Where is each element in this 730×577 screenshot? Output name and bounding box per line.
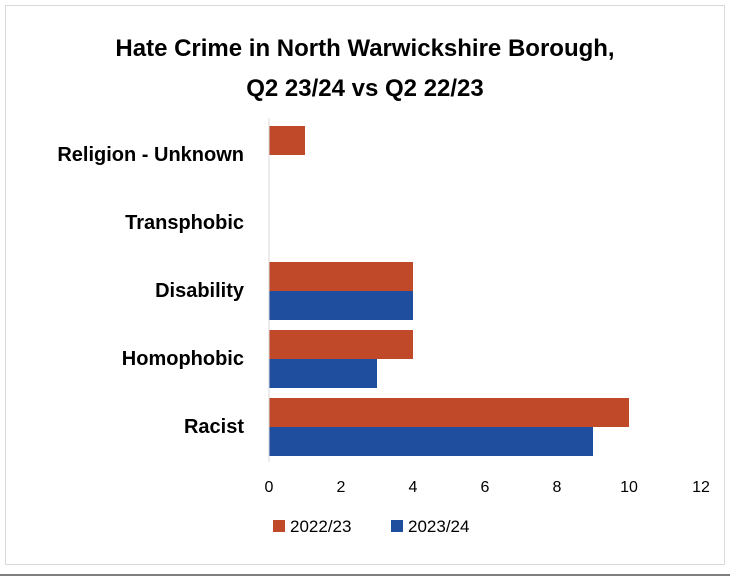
x-axis-ticks: 0 2 4 6 8 10 12 bbox=[265, 479, 710, 496]
chart-title: Hate Crime in North Warwickshire Borough… bbox=[115, 35, 614, 102]
x-tick-label-6: 6 bbox=[481, 479, 490, 496]
title-line-1: Hate Crime in North Warwickshire Borough… bbox=[115, 35, 614, 62]
bars bbox=[269, 126, 629, 456]
bar-homophobic-2022-23 bbox=[269, 330, 413, 359]
bottom-divider bbox=[0, 574, 730, 576]
x-tick-label-12: 12 bbox=[692, 479, 710, 496]
title-line-2: Q2 23/24 vs Q2 22/23 bbox=[246, 75, 484, 102]
category-label-disability: Disability bbox=[155, 280, 245, 302]
bar-disability-2023-24 bbox=[269, 291, 413, 320]
legend-swatch-2022-23 bbox=[273, 520, 285, 532]
category-labels: Religion - Unknown Transphobic Disability H… bbox=[57, 144, 245, 438]
bar-homophobic-2023-24 bbox=[269, 359, 377, 388]
legend-label-2023-24: 2023/24 bbox=[408, 517, 469, 536]
x-tick-label-4: 4 bbox=[409, 479, 418, 496]
legend-swatch-2023-24 bbox=[391, 520, 403, 532]
category-label-transphobic: Transphobic bbox=[125, 212, 244, 234]
bar-racist-2023-24 bbox=[269, 427, 593, 456]
bar-racist-2022-23 bbox=[269, 398, 629, 427]
x-tick-label-10: 10 bbox=[620, 479, 638, 496]
bar-religion-unknown-2022-23 bbox=[269, 126, 305, 155]
bar-disability-2022-23 bbox=[269, 262, 413, 291]
x-tick-label-0: 0 bbox=[265, 479, 274, 496]
category-label-homophobic: Homophobic bbox=[122, 348, 244, 370]
legend-label-2022-23: 2022/23 bbox=[290, 517, 351, 536]
x-tick-label-2: 2 bbox=[337, 479, 346, 496]
category-label-religion-unknown: Religion - Unknown bbox=[57, 144, 244, 166]
legend: 2022/23 2023/24 bbox=[273, 517, 469, 536]
category-label-racist: Racist bbox=[184, 416, 244, 438]
x-tick-label-8: 8 bbox=[553, 479, 562, 496]
